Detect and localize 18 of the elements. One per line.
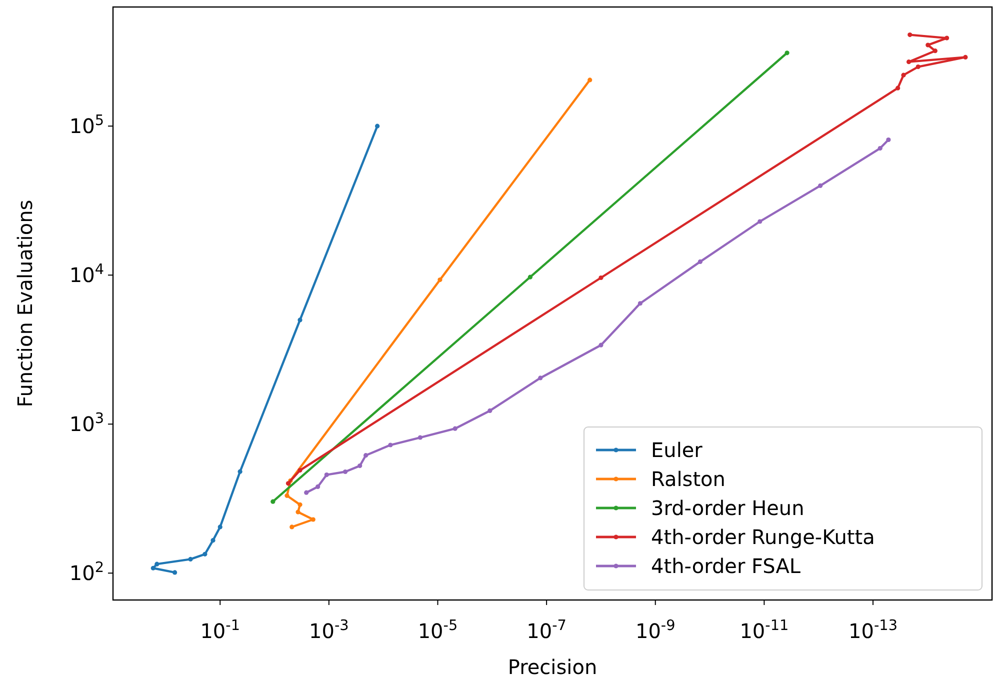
y-tick-label: 10$^{3}$ — [69, 411, 104, 436]
y-tick-label: 10$^{2}$ — [69, 560, 104, 586]
y-tick-label: 10$^{4}$ — [69, 262, 104, 288]
legend-label: 3rd-order Heun — [651, 496, 804, 520]
x-tick-label: 10$^{-13}$ — [848, 618, 898, 643]
legend-label: 4th-order FSAL — [651, 554, 802, 578]
x-tick-label: 10$^{-7}$ — [526, 618, 566, 643]
x-axis-title: Precision — [508, 655, 598, 679]
x-tick-label: 10$^{-9}$ — [635, 618, 676, 643]
legend-label: Euler — [651, 438, 704, 462]
y-tick-label: 10$^{5}$ — [69, 113, 104, 138]
legend-label: Ralston — [651, 467, 726, 491]
legend-label: 4th-order Runge-Kutta — [651, 525, 875, 549]
y-axis-title: Function Evaluations — [13, 200, 37, 408]
x-tick-label: 10$^{-5}$ — [418, 618, 458, 643]
x-tick-label: 10$^{-11}$ — [740, 618, 789, 643]
x-tick-label: 10$^{-1}$ — [200, 618, 240, 643]
x-tick-label: 10$^{-3}$ — [309, 618, 349, 643]
